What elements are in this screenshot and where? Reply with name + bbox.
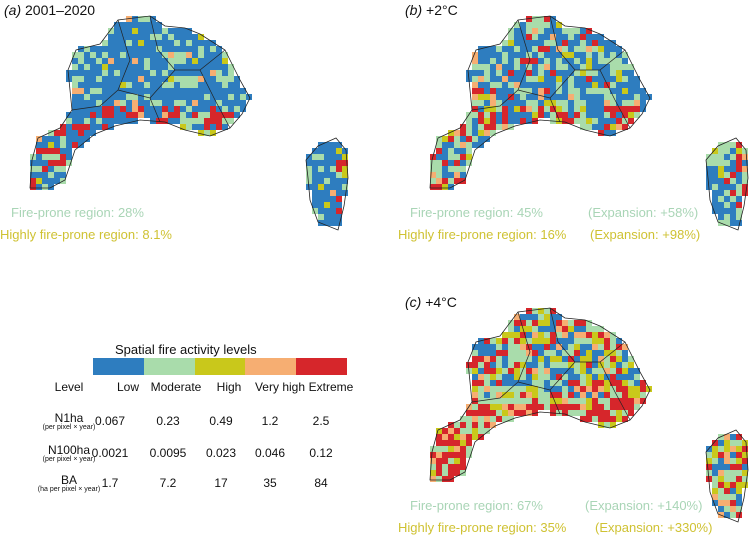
panel-b-title: (b) +2°C [405,2,458,18]
n1ha-extreme: 2.5 [312,414,330,428]
department-border [471,89,519,111]
fire-activity-pixels [430,16,748,226]
n1ha-moderate: 0.23 [156,414,180,428]
panel-b-fire-prone: Fire-prone region: 45% [410,205,543,220]
ba-extreme: 84 [314,476,328,490]
n1ha-high: 0.49 [209,414,233,428]
corsica-outline [305,137,349,231]
fire-activity-pixels [30,16,348,226]
panel-a-fire-prone: Fire-prone region: 28% [11,205,144,220]
fire-activity-pixels [430,308,748,518]
panel-a-title: (a) 2001–2020 [4,2,96,18]
n100ha-moderate: 0.0095 [149,446,187,460]
ba-moderate: 7.2 [159,476,177,490]
legend-level-very-high: Very high [254,380,306,394]
legend-row-n100ha-label: N100ha (per pixel × year) [42,443,96,463]
legend-swatch-very-high [245,358,297,375]
mainland-outline [429,307,651,481]
department-border [149,97,161,123]
department-border [549,389,561,415]
panel-a-highly-fire-prone: Highly fire-prone region: 8.1% [0,227,172,242]
panel-c-highly-fire-prone-expansion: (Expansion: +330%) [595,520,713,535]
n100ha-extreme: 0.12 [309,446,333,460]
panel-c-map [429,307,749,523]
department-border [517,19,531,91]
legend-level-header: Level [54,380,84,394]
legend-swatch-moderate [143,358,195,375]
panel-b-highly-fire-prone-expansion: (Expansion: +98%) [590,227,701,242]
legend-level-moderate: Moderate [150,380,202,394]
panel-a-map [29,15,349,231]
department-border [549,97,561,123]
legend-swatch-high [194,358,246,375]
n100ha-low: 0.0021 [91,446,129,460]
department-border [599,361,631,421]
ba-very-high: 35 [263,476,277,490]
legend-swatch-extreme [296,358,347,375]
n1ha-very-high: 1.2 [261,414,279,428]
department-border [71,89,119,111]
department-border [471,381,519,403]
legend-level-extreme: Extreme [308,380,354,394]
legend-title: Spatial fire activity levels [115,342,257,357]
ba-high: 17 [214,476,228,490]
legend-row-n1ha-label: N1ha (per pixel × year) [42,411,96,431]
panel-b-fire-prone-expansion: (Expansion: +58%) [588,205,699,220]
department-border [599,69,631,129]
department-border [199,69,231,129]
department-border [117,19,131,91]
corsica-outline [705,137,749,231]
legend-row-ba-label: BA (ha per pixel × year) [37,473,101,493]
mainland-outline [429,15,651,189]
n1ha-low: 0.067 [94,414,126,428]
panel-c-fire-prone: Fire-prone region: 67% [410,498,543,513]
legend-swatch-low [93,358,144,375]
n100ha-very-high: 0.046 [254,446,286,460]
legend-color-bar [93,358,347,375]
ba-low: 1.7 [101,476,119,490]
n100ha-high: 0.023 [205,446,237,460]
department-border [517,311,531,383]
mainland-outline [29,15,251,189]
panel-b-map [429,15,749,231]
panel-c-fire-prone-expansion: (Expansion: +140%) [585,498,703,513]
panel-c-highly-fire-prone: Highly fire-prone region: 35% [398,520,567,535]
legend-level-low: Low [116,380,139,394]
panel-c-title: (c) +4°C [405,294,457,310]
legend-level-high: High [216,380,242,394]
corsica-outline [705,429,749,523]
panel-b-highly-fire-prone: Highly fire-prone region: 16% [398,227,567,242]
